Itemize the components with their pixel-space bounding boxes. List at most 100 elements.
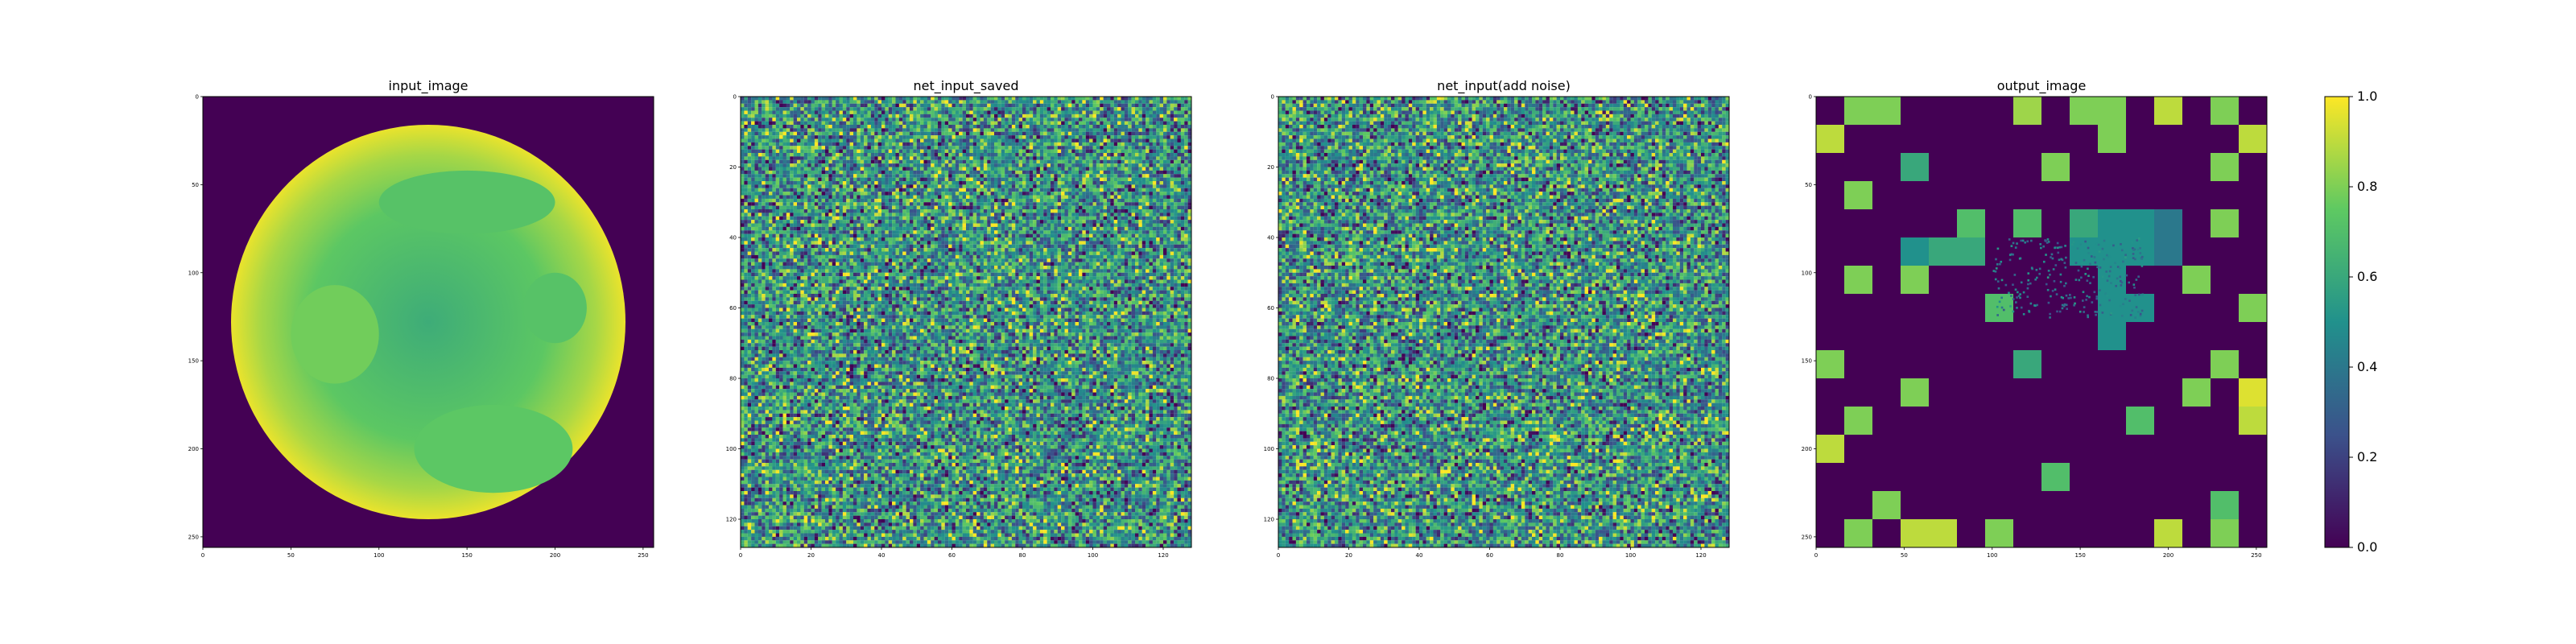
block-cell	[1901, 181, 1930, 210]
block-cell	[2182, 237, 2211, 266]
block-cell	[2211, 97, 2240, 126]
block-cell	[2126, 519, 2155, 547]
block-cell	[1901, 153, 1930, 182]
block-cell	[1816, 322, 1845, 351]
input-image-panel: input_image 0 50 100 150 200 250 0 50 100 150 200…	[188, 78, 654, 559]
block-cell	[2126, 97, 2155, 126]
axes-frame	[740, 96, 1192, 548]
block-cell	[2070, 97, 2099, 126]
block-cell	[1872, 350, 1901, 379]
x-tick-label: 250	[2251, 552, 2261, 559]
block-cell	[1929, 407, 1958, 436]
block-cell	[1985, 153, 2014, 182]
blob	[378, 170, 555, 234]
y-tick-label: 120	[1264, 517, 1274, 523]
x-tick-label: 0	[1814, 552, 1818, 559]
block-cell	[2098, 378, 2127, 407]
block-cell	[1985, 125, 2014, 154]
x-tick-label: 100	[1625, 552, 1636, 559]
block-cell	[2239, 463, 2267, 492]
axes-frame	[1815, 96, 2268, 548]
block-cell	[1957, 378, 1986, 407]
block-cell	[1816, 209, 1845, 238]
block-cell	[1872, 237, 1901, 266]
block-cell	[1844, 125, 1873, 154]
y-tick-label: 250	[188, 534, 199, 540]
block-cell	[1872, 294, 1901, 323]
block-cell	[2239, 181, 2267, 210]
block-cell	[1872, 209, 1901, 238]
block-cell	[1872, 322, 1901, 351]
y-tick-label: 40	[729, 235, 737, 242]
y-tick-label: 100	[1264, 446, 1274, 452]
block-cell	[2126, 407, 2155, 436]
y-ticks: 0 50 100 150 200 250	[1802, 94, 1816, 540]
block-cell	[1929, 519, 1958, 547]
block-cell	[2126, 266, 2155, 295]
block-cell	[2098, 294, 2127, 323]
heatmap-area	[1816, 97, 2267, 547]
block-cell	[2239, 125, 2267, 154]
y-ticks: 0 50 100 150 200 250	[188, 94, 203, 540]
block-cell	[2041, 237, 2070, 266]
block-cell	[1901, 407, 1930, 436]
block-cell	[2041, 294, 2070, 323]
block-cell	[2098, 153, 2127, 182]
block-cell	[2070, 463, 2099, 492]
block-cell	[1816, 435, 1845, 464]
block-cell	[2211, 463, 2240, 492]
block-cell	[1816, 266, 1845, 295]
block-cell	[1844, 153, 1873, 182]
block-cell	[1816, 491, 1845, 520]
block-cell	[1985, 181, 2014, 210]
block-cell	[1816, 350, 1845, 379]
x-tick-label: 100	[374, 552, 384, 559]
heatmap-area	[741, 97, 1191, 547]
block-cell	[1844, 350, 1873, 379]
block-cell	[2211, 491, 2240, 520]
block-cell	[2098, 266, 2127, 295]
block-cell	[1957, 125, 1986, 154]
y-tick-label: 20	[1267, 164, 1274, 171]
heatmap-area	[203, 97, 654, 547]
block-cell	[2070, 209, 2099, 238]
y-tick-label: 150	[1802, 358, 1812, 365]
block-cell	[2211, 350, 2240, 379]
block-cell	[2013, 209, 2042, 238]
block-cell	[2013, 294, 2042, 323]
y-tick-label: 120	[726, 517, 737, 523]
x-ticks: 0 50 100 150 200 250	[201, 547, 649, 559]
block-cell	[2070, 378, 2099, 407]
block-cell	[2070, 491, 2099, 520]
block-cell	[2239, 378, 2267, 407]
block-cell	[2182, 350, 2211, 379]
block-cell	[1816, 237, 1845, 266]
block-cell	[2154, 435, 2183, 464]
x-ticks: 0 50 100 150 200 250	[1814, 547, 2262, 559]
x-tick-label: 80	[1557, 552, 1564, 559]
block-cell	[1957, 435, 1986, 464]
block-cell	[1816, 519, 1845, 547]
block-cell	[2211, 181, 2240, 210]
block-cell	[2126, 209, 2155, 238]
block-cell	[1929, 491, 1958, 520]
x-ticks: 0 20 40 60 80 100 120	[1277, 547, 1707, 559]
y-tick-label: 200	[188, 446, 199, 452]
block-cell	[2126, 153, 2155, 182]
blob	[414, 404, 573, 493]
block-cell	[1844, 209, 1873, 238]
block-cell	[2239, 491, 2267, 520]
block-cell	[1985, 378, 2014, 407]
block-cell	[1844, 435, 1873, 464]
y-tick-label: 60	[1267, 305, 1274, 312]
y-tick-label: 0	[733, 94, 737, 101]
block-cell	[1816, 294, 1845, 323]
block-cell	[2013, 153, 2042, 182]
block-cell	[2154, 181, 2183, 210]
block-cell	[2041, 350, 2070, 379]
block-cell	[2041, 378, 2070, 407]
block-cell	[2211, 209, 2240, 238]
block-cell	[2013, 407, 2042, 436]
panel-title: output_image	[1997, 78, 2087, 94]
